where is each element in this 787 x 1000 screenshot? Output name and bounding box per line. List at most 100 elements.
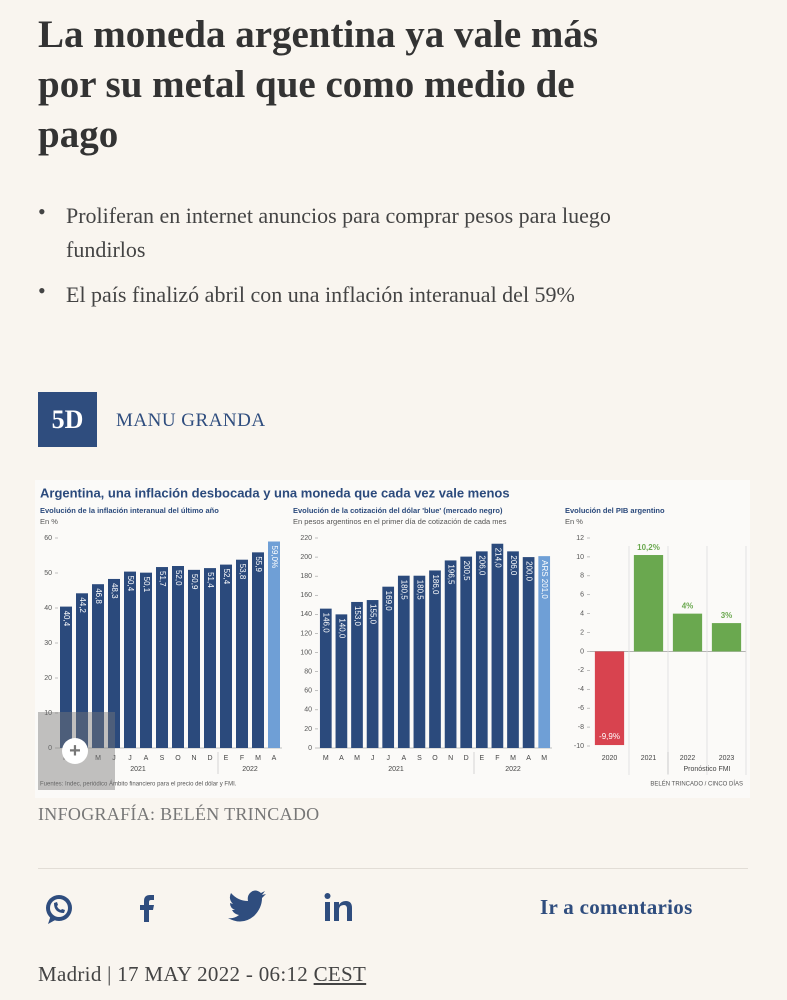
y-tick-label: 40 [304,707,312,714]
y-tick-label: -2 [578,667,584,674]
facebook-icon[interactable] [140,895,154,922]
value-label: 186,0 [431,574,440,595]
place-date: Madrid | 17 MAY 2022 - 06:12 [38,962,309,986]
y-tick-label: -4 [578,686,584,693]
value-label: 140,0 [337,618,346,639]
value-label: 10,2% [637,543,660,552]
y-tick-label: 30 [44,640,52,647]
y-tick-label: -8 [578,724,584,731]
value-label: 206,0 [478,555,487,576]
bar [236,559,248,748]
y-tick-label: 180 [300,573,312,580]
group-label: 2022 [242,766,258,773]
x-tick-label: M [510,755,516,762]
value-label: 206,0 [509,555,518,576]
bar [633,555,664,652]
y-tick-label: 80 [304,668,312,675]
value-label: 153,0 [353,606,362,627]
chart-title: Evolución de la inflación interanual del… [40,506,219,515]
linkedin-icon[interactable] [324,893,353,921]
bar [429,570,441,748]
x-tick-label: A [401,755,406,762]
value-label: 169,0 [384,591,393,612]
y-tick-label: 20 [44,675,52,682]
bar [188,569,200,748]
bullet: Proliferan en internet anuncios para com… [66,203,611,262]
bar [268,541,280,748]
headline: La moneda argentina ya vale más por su m… [38,13,599,156]
whatsapp-icon[interactable] [46,895,72,924]
timezone[interactable]: CEST [313,962,367,986]
x-tick-label: 2023 [719,755,735,762]
bullet-dot: • [38,199,46,224]
x-tick-label: M [541,755,547,762]
bar [444,560,457,748]
group-label: 2022 [505,766,521,773]
x-tick-label: J [112,755,116,762]
x-tick-label: M [95,755,101,762]
y-tick-label: -10 [574,743,584,750]
value-label: 146,0 [322,613,331,634]
value-label: 52,4 [222,569,231,585]
zoom-button[interactable]: + [62,738,88,764]
value-label: 180,5 [400,580,409,601]
y-tick-label: 60 [304,688,312,695]
dateline: Madrid | 17 MAY 2022 - 06:12 CEST [38,962,366,987]
twitter-icon[interactable] [228,890,266,922]
bar [366,600,379,748]
value-label: 52,0 [174,570,183,586]
bar [382,586,395,748]
value-label: 214,0 [493,548,502,569]
value-label: 53,8 [238,564,247,580]
x-tick-label: M [354,755,360,762]
bar [76,593,88,748]
x-tick-label: M [255,755,261,762]
comments-link[interactable]: Ir a comentarios [540,895,693,919]
x-tick-label: S [417,755,422,762]
y-tick-label: 200 [300,554,312,561]
bar [156,567,168,748]
bar [204,568,216,748]
x-tick-label: E [224,755,229,762]
chart-title: Evolución del PIB argentino [565,506,665,515]
x-tick-label: E [479,755,484,762]
x-tick-label: M [323,755,329,762]
value-label: 46,8 [94,588,103,604]
y-tick-label: 160 [300,592,312,599]
y-tick-label: 0 [308,745,312,752]
y-tick-label: 140 [300,611,312,618]
x-tick-label: 2020 [602,755,618,762]
value-label: ARS 201,0 [540,560,549,599]
value-label: 44,2 [78,597,87,613]
bar [672,613,703,652]
y-tick-label: 220 [300,535,312,542]
bar [397,575,410,748]
x-tick-label: J [386,755,390,762]
bar [351,601,363,748]
bar [538,556,551,748]
value-label: 180,5 [415,580,424,601]
y-tick-label: 10 [576,554,584,561]
x-tick-label: A [144,755,149,762]
y-tick-label: 8 [580,573,584,580]
bar [335,614,348,748]
y-tick-label: 60 [44,535,52,542]
y-tick-label: 0 [580,648,584,655]
author-name[interactable]: MANU GRANDA [116,410,266,431]
y-tick-label: 20 [304,726,312,733]
value-label: 51,4 [206,572,215,588]
y-tick-label: 6 [580,592,584,599]
value-label: 48,3 [110,583,119,599]
y-tick-label: 4 [580,610,584,617]
value-label: 50,9 [190,574,199,590]
x-tick-label: F [240,755,244,762]
bar [140,572,152,748]
chart-subtitle: En % [40,517,58,526]
x-tick-label: J [371,755,375,762]
x-tick-label: 2022 [680,755,696,762]
bar [252,552,264,748]
caption: INFOGRAFÍA: BELÉN TRINCADO [38,804,320,824]
value-label: 55,9 [254,556,263,572]
value-label: 40,4 [62,611,71,627]
bar [124,571,136,748]
